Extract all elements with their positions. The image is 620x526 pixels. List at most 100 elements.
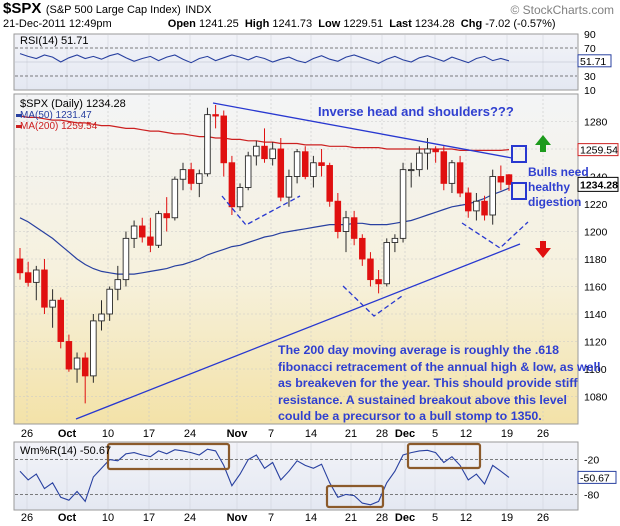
candle-body [122,237,130,281]
wmr-line [19,448,510,506]
candle-body [261,145,268,160]
candle-body [505,174,513,185]
oversold-box [325,484,385,509]
wmr-x-tick-label: 12 [460,512,472,524]
candle-body [293,151,301,177]
down-arrow-icon [535,241,551,258]
high-value: 1241.73 [272,18,313,30]
candle-body [342,217,350,232]
ma50-swatch [16,114,22,117]
candle-body [147,236,154,246]
price-y-tick-label: 1080 [584,392,608,404]
wmr-x-tick-label: Nov [227,512,249,524]
ma50-legend: MA(50) 1231.47 [20,110,92,121]
ma200-value: 1259.54 [580,145,618,157]
price-x-tick-label: Dec [395,428,415,440]
candle-body [448,162,456,184]
ma200-swatch [16,125,22,128]
candle-body [204,114,211,175]
candle-body [65,341,73,370]
price-x-tick-label: 26 [21,428,33,440]
rsi-label: RSI(14) 51.71 [20,35,88,47]
price-x-tick-label: Oct [58,428,77,440]
price-x-tick-label: 5 [432,428,438,440]
candle-body [253,145,260,157]
candle-body [41,269,48,308]
upper-trendline [212,102,513,159]
rsi-y-tick-label: 90 [584,29,596,41]
candle-body [114,279,122,290]
last-value: 1234.28 [414,18,455,30]
candle-body [155,213,162,246]
wmr-x-tick-label: 19 [501,512,513,524]
rsi-series [19,53,510,64]
wmr-x-tick-label: 7 [268,512,274,524]
candle-body [269,148,276,160]
rsi-y-tick-label: 70 [584,43,596,55]
candle-body [350,217,358,239]
left-shoulder-sketch [221,195,301,226]
symbol: $SPX [3,0,42,17]
source-credit: © StockCharts.com [510,3,614,17]
overbought-box-1 [106,442,231,471]
head-sketch [342,285,403,317]
candle-body [391,237,399,243]
datetime: 21-Dec-2011 12:49pm [3,18,112,30]
exchange: INDX [185,4,212,16]
candle-body [334,200,342,232]
candle-body [399,169,407,239]
candle-body [367,258,374,281]
candle-body [424,148,431,154]
quote-line: 21-Dec-2011 12:49pm Open 1241.25 High 12… [3,18,556,30]
wmr-last-value: -50.67 [580,472,610,484]
price-y-tick-label: 1120 [584,337,607,349]
price-x-tick-label: 21 [345,428,357,440]
wmr-x-tick-label: Oct [58,512,77,524]
williams-r-series [19,448,510,506]
price-x-tick-label: 12 [460,428,472,440]
wmr-x-tick-label: 26 [537,512,549,524]
wmr-x-tick-label: 26 [21,512,33,524]
wmr-x-tick-label: 10 [102,512,114,524]
candle-body [16,258,24,274]
candle-body [196,173,203,184]
candle-body [383,242,391,285]
price-x-tick-label: 14 [305,428,317,440]
candle-body [98,313,105,322]
rsi-y-tick-label: 30 [584,71,596,83]
candle-body [302,151,309,177]
trendlines [75,102,529,420]
wmr-x-tick-label: 17 [143,512,155,524]
candle-body [236,187,244,208]
candle-body [49,299,56,308]
candle-body [73,357,81,370]
candle-body [163,213,170,219]
low-value: 1229.51 [343,18,384,30]
rsi-last-value: 51.71 [580,56,606,68]
price-y-tick-label: 1160 [584,282,607,294]
wmr-x-tick-label: 14 [305,512,317,524]
resistance-box [511,145,527,163]
wmr-y-tick-label: -80 [584,489,599,501]
wmr-x-tick-label: Dec [395,512,415,524]
price-x-tick-label: 7 [268,428,274,440]
candle-body [171,178,179,219]
candle-body [375,279,382,285]
candle-body [456,162,464,194]
lower-trendline [75,243,521,420]
price-y-tick-label: 1140 [584,309,607,321]
open-value: 1241.25 [198,18,239,30]
price-x-tick-label: Nov [227,428,249,440]
candle-body [318,162,325,166]
ma200-tag [577,143,619,157]
candle-body [220,115,227,164]
wmr-y-tick-label: -20 [584,455,599,467]
candle-body [416,152,423,171]
candle-body [407,169,415,172]
last-price-box [511,182,527,200]
candle-body [481,200,488,216]
wmr-x-tick-label: 5 [432,512,438,524]
candle-body [285,176,293,198]
wmr-label: Wm%R(14) -50.67 [20,445,111,457]
